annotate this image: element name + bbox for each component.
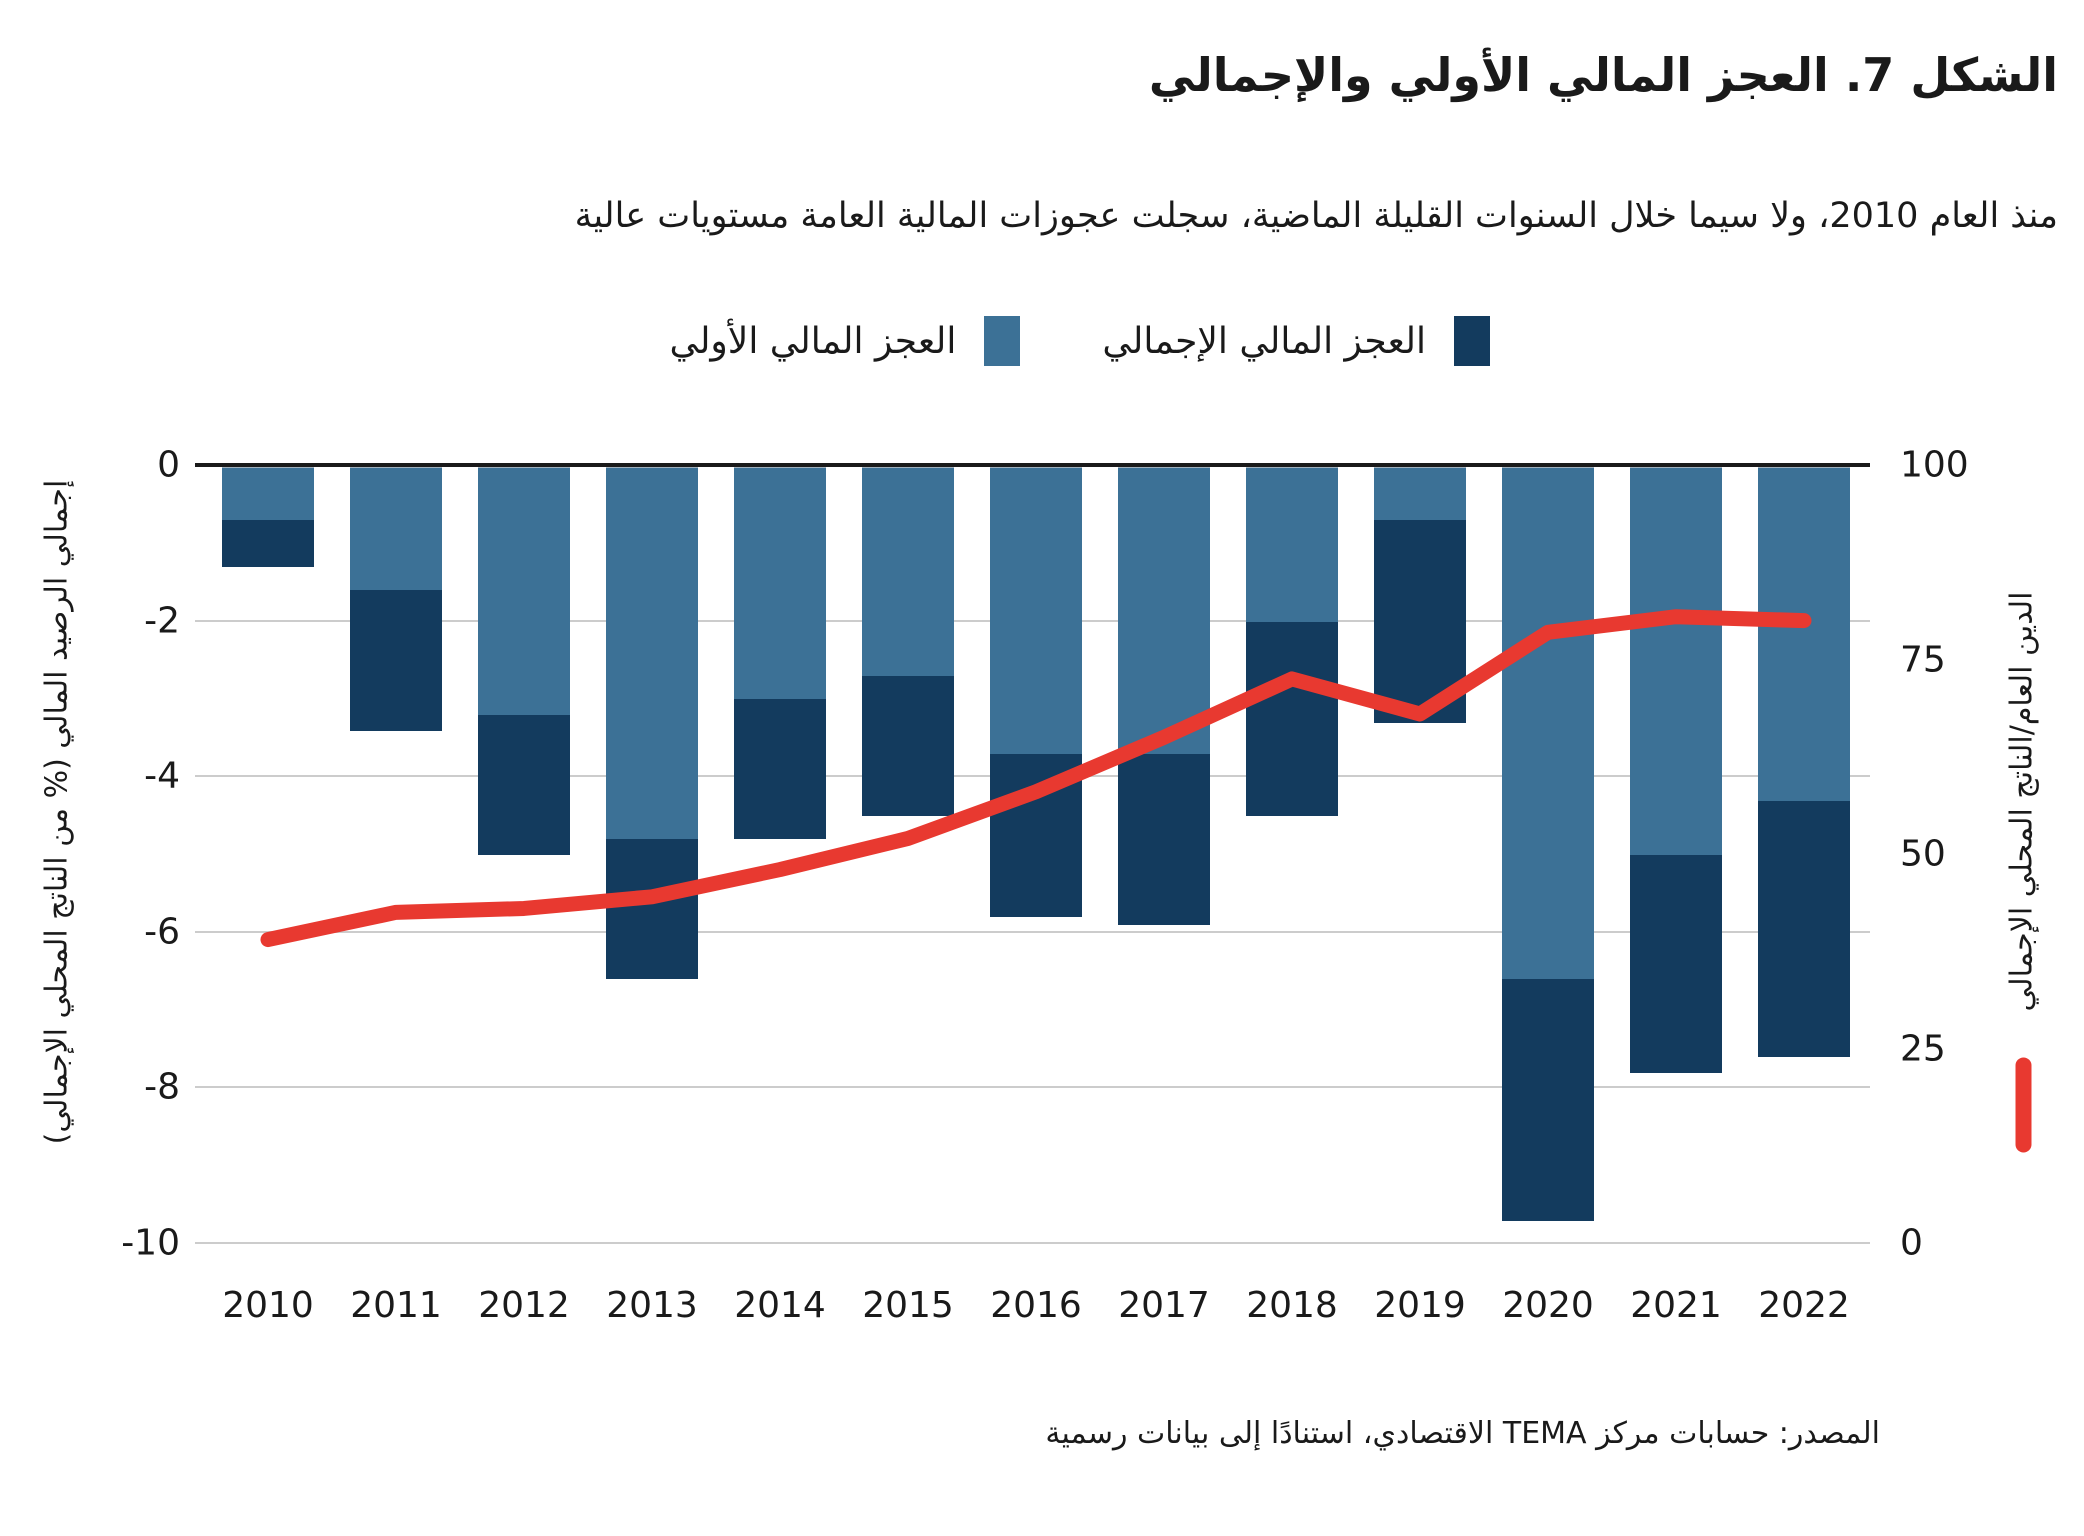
bar-2012 bbox=[478, 466, 570, 855]
left-axis-tick-0: 0 bbox=[157, 444, 180, 486]
x-axis-year-2017: 2017 bbox=[1118, 1285, 1210, 1326]
x-axis-year-2021: 2021 bbox=[1630, 1285, 1722, 1326]
x-axis-year-2013: 2013 bbox=[606, 1285, 698, 1326]
bar-2021-overall-deficit-segment bbox=[1630, 855, 1722, 1073]
bar-2014-overall-deficit-segment bbox=[734, 699, 826, 840]
x-axis-year-2010: 2010 bbox=[222, 1285, 314, 1326]
bar-2022-primary-deficit-segment bbox=[1758, 468, 1850, 801]
bar-2014-primary-deficit-segment bbox=[734, 468, 826, 700]
zero-axis-line bbox=[195, 463, 1870, 467]
bar-2019-primary-deficit-segment bbox=[1374, 468, 1466, 521]
bar-2017-overall-deficit-segment bbox=[1118, 753, 1210, 926]
bar-2020-overall-deficit-segment bbox=[1502, 979, 1594, 1221]
legend-label-overall-deficit: العجز المالي الإجمالي bbox=[1102, 320, 1426, 362]
right-axis-tick-50: 50 bbox=[1900, 833, 1946, 875]
x-axis-year-2014: 2014 bbox=[734, 1285, 826, 1326]
bar-2022 bbox=[1758, 466, 1850, 1058]
bar-2013-primary-deficit-segment bbox=[606, 468, 698, 840]
right-axis-tick-100: 100 bbox=[1900, 444, 1969, 486]
x-axis-year-2020: 2020 bbox=[1502, 1285, 1594, 1326]
debt-line-legend-icon bbox=[2015, 1057, 2031, 1153]
x-axis-year-2012: 2012 bbox=[478, 1285, 570, 1326]
bar-2018-overall-deficit-segment bbox=[1246, 621, 1338, 817]
bar-2014 bbox=[734, 466, 826, 840]
gridline bbox=[195, 1242, 1870, 1244]
bar-2011 bbox=[350, 466, 442, 731]
legend-swatch-primary-deficit-icon bbox=[984, 316, 1021, 366]
legend-swatch-overall-deficit-icon bbox=[1454, 316, 1490, 366]
x-axis-year-2022: 2022 bbox=[1758, 1285, 1850, 1326]
bar-2017 bbox=[1118, 466, 1210, 926]
right-axis-tick-75: 75 bbox=[1900, 639, 1946, 680]
bar-2012-primary-deficit-segment bbox=[478, 468, 570, 715]
bar-2017-primary-deficit-segment bbox=[1118, 468, 1210, 754]
bar-2021 bbox=[1630, 466, 1722, 1073]
source-note: المصدر: حسابات مركز TEMA الاقتصادي، استن… bbox=[1045, 1416, 1880, 1451]
left-axis-title: إجمالي الرصيد المالي (% من الناتج المحلي… bbox=[39, 479, 75, 1145]
right-axis-tick-0: 0 bbox=[1900, 1222, 1923, 1264]
figure-subtitle: منذ العام 2010، ولا سيما خلال السنوات ال… bbox=[574, 196, 2058, 236]
bar-2018-primary-deficit-segment bbox=[1246, 468, 1338, 622]
bar-2013 bbox=[606, 466, 698, 980]
debt-line-layer bbox=[260, 609, 1812, 948]
bar-2022-overall-deficit-segment bbox=[1758, 800, 1850, 1058]
gridline bbox=[195, 930, 1870, 933]
left-axis-tick--4: -4 bbox=[144, 755, 180, 797]
right-axis-title: الدين العام/الناتج المحلي الإجمالي bbox=[2005, 592, 2040, 1153]
bar-2011-primary-deficit-segment bbox=[350, 468, 442, 591]
bar-2015-overall-deficit-segment bbox=[862, 676, 954, 817]
left-axis-tick--6: -6 bbox=[144, 911, 180, 953]
bar-2015-primary-deficit-segment bbox=[862, 468, 954, 677]
figure-title: الشكل 7. العجز المالي الأولي والإجمالي bbox=[1148, 48, 2058, 102]
left-axis-tick--2: -2 bbox=[144, 600, 180, 642]
right-axis-tick-25: 25 bbox=[1900, 1028, 1946, 1069]
bar-2020 bbox=[1502, 466, 1594, 1221]
legend: العجز المالي الإجمالي العجز المالي الأول… bbox=[669, 316, 1490, 366]
left-axis-tick--10: -10 bbox=[121, 1222, 180, 1264]
legend-item-primary-deficit: العجز المالي الأولي bbox=[669, 316, 1021, 366]
bar-2010-primary-deficit-segment bbox=[222, 468, 314, 521]
x-axis-year-2018: 2018 bbox=[1246, 1285, 1338, 1326]
bar-2013-overall-deficit-segment bbox=[606, 839, 698, 980]
x-axis-year-2016: 2016 bbox=[990, 1285, 1082, 1326]
legend-label-primary-deficit: العجز المالي الأولي bbox=[669, 320, 957, 362]
bar-2020-primary-deficit-segment bbox=[1502, 468, 1594, 980]
left-axis-tick--8: -8 bbox=[144, 1066, 180, 1108]
bar-2018 bbox=[1246, 466, 1338, 817]
x-axis-year-2011: 2011 bbox=[350, 1285, 442, 1326]
gridline bbox=[195, 1086, 1870, 1089]
bar-2021-primary-deficit-segment bbox=[1630, 468, 1722, 855]
x-axis-year-2019: 2019 bbox=[1374, 1285, 1466, 1326]
right-axis-title-text: الدين العام/الناتج المحلي الإجمالي bbox=[2004, 591, 2040, 1012]
plot-area bbox=[195, 465, 1870, 1244]
legend-item-overall-deficit: العجز المالي الإجمالي bbox=[1102, 316, 1490, 366]
bar-2015 bbox=[862, 466, 954, 817]
bar-2010-overall-deficit-segment bbox=[222, 520, 314, 568]
bar-2011-overall-deficit-segment bbox=[350, 590, 442, 731]
bar-2010 bbox=[222, 466, 314, 568]
debt-to-gdp-line bbox=[260, 609, 1812, 948]
x-axis-year-2015: 2015 bbox=[862, 1285, 954, 1326]
bar-2016-primary-deficit-segment bbox=[990, 468, 1082, 754]
bar-2012-overall-deficit-segment bbox=[478, 714, 570, 855]
